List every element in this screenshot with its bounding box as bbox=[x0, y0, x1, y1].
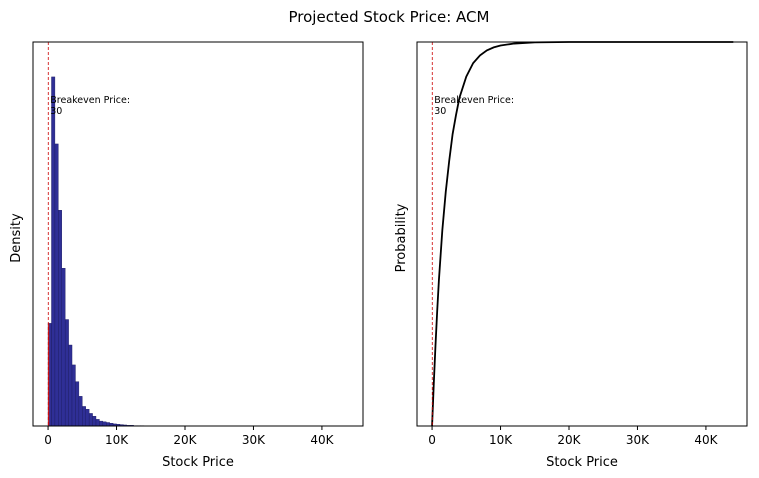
cdf-y-axis-label: Probability bbox=[394, 203, 409, 272]
cdf-x-ticks: 0 10K 20K 30K 40K bbox=[428, 426, 719, 447]
cdf-x-tick-label: 40K bbox=[694, 433, 718, 447]
histogram-bar bbox=[95, 419, 100, 427]
cdf-x-tick-label: 20K bbox=[557, 433, 581, 447]
cdf-x-axis-label: Stock Price bbox=[546, 455, 618, 470]
histogram-bar bbox=[68, 344, 73, 427]
histogram-bars bbox=[47, 76, 145, 427]
histogram-bar bbox=[71, 364, 76, 427]
histogram-x-axis-label: Stock Price bbox=[162, 455, 234, 470]
histogram-bar bbox=[102, 421, 107, 427]
figure-title: Projected Stock Price: ACM bbox=[289, 8, 490, 26]
histogram-bar bbox=[64, 319, 69, 427]
cdf-breakeven-group: Breakeven Price: 30 bbox=[431, 42, 514, 426]
histogram-bar bbox=[61, 268, 66, 427]
histogram-breakeven-group: Breakeven Price: 30 bbox=[47, 42, 130, 426]
histogram-bar bbox=[75, 381, 80, 427]
histogram-x-tick-label: 30K bbox=[242, 433, 266, 447]
histogram-x-tick-label: 0 bbox=[44, 433, 52, 447]
histogram-bar bbox=[58, 210, 62, 427]
histogram-x-tick-label: 10K bbox=[105, 433, 129, 447]
histogram-x-ticks: 0 10K 20K 30K 40K bbox=[44, 426, 335, 447]
histogram-y-axis-label: Density bbox=[9, 213, 24, 263]
histogram-bar bbox=[85, 409, 90, 427]
histogram-bar bbox=[82, 406, 86, 427]
cdf-panel: Probability Stock Price Breakeven Price:… bbox=[394, 41, 748, 470]
cdf-x-tick-label: 0 bbox=[428, 433, 436, 447]
histogram-x-tick-label: 20K bbox=[173, 433, 197, 447]
histogram-x-tick-label: 40K bbox=[310, 433, 334, 447]
cdf-axes-frame bbox=[416, 41, 748, 427]
histogram-panel: Density Stock Price Breakeven Price: 30 0… bbox=[9, 41, 364, 470]
histogram-bar bbox=[78, 396, 83, 427]
histogram-bar bbox=[106, 422, 110, 427]
histogram-bar bbox=[88, 413, 93, 427]
histogram-axes-frame bbox=[32, 41, 364, 427]
histogram-bar bbox=[54, 143, 59, 427]
cdf-breakeven-label: Breakeven Price: 30 bbox=[434, 95, 514, 117]
histogram-bar bbox=[99, 420, 104, 427]
cdf-x-tick-label: 30K bbox=[626, 433, 650, 447]
histogram-bar bbox=[51, 76, 56, 427]
cdf-x-tick-label: 10K bbox=[489, 433, 513, 447]
histogram-breakeven-label: Breakeven Price: 30 bbox=[50, 95, 130, 117]
histogram-bar bbox=[92, 416, 97, 427]
